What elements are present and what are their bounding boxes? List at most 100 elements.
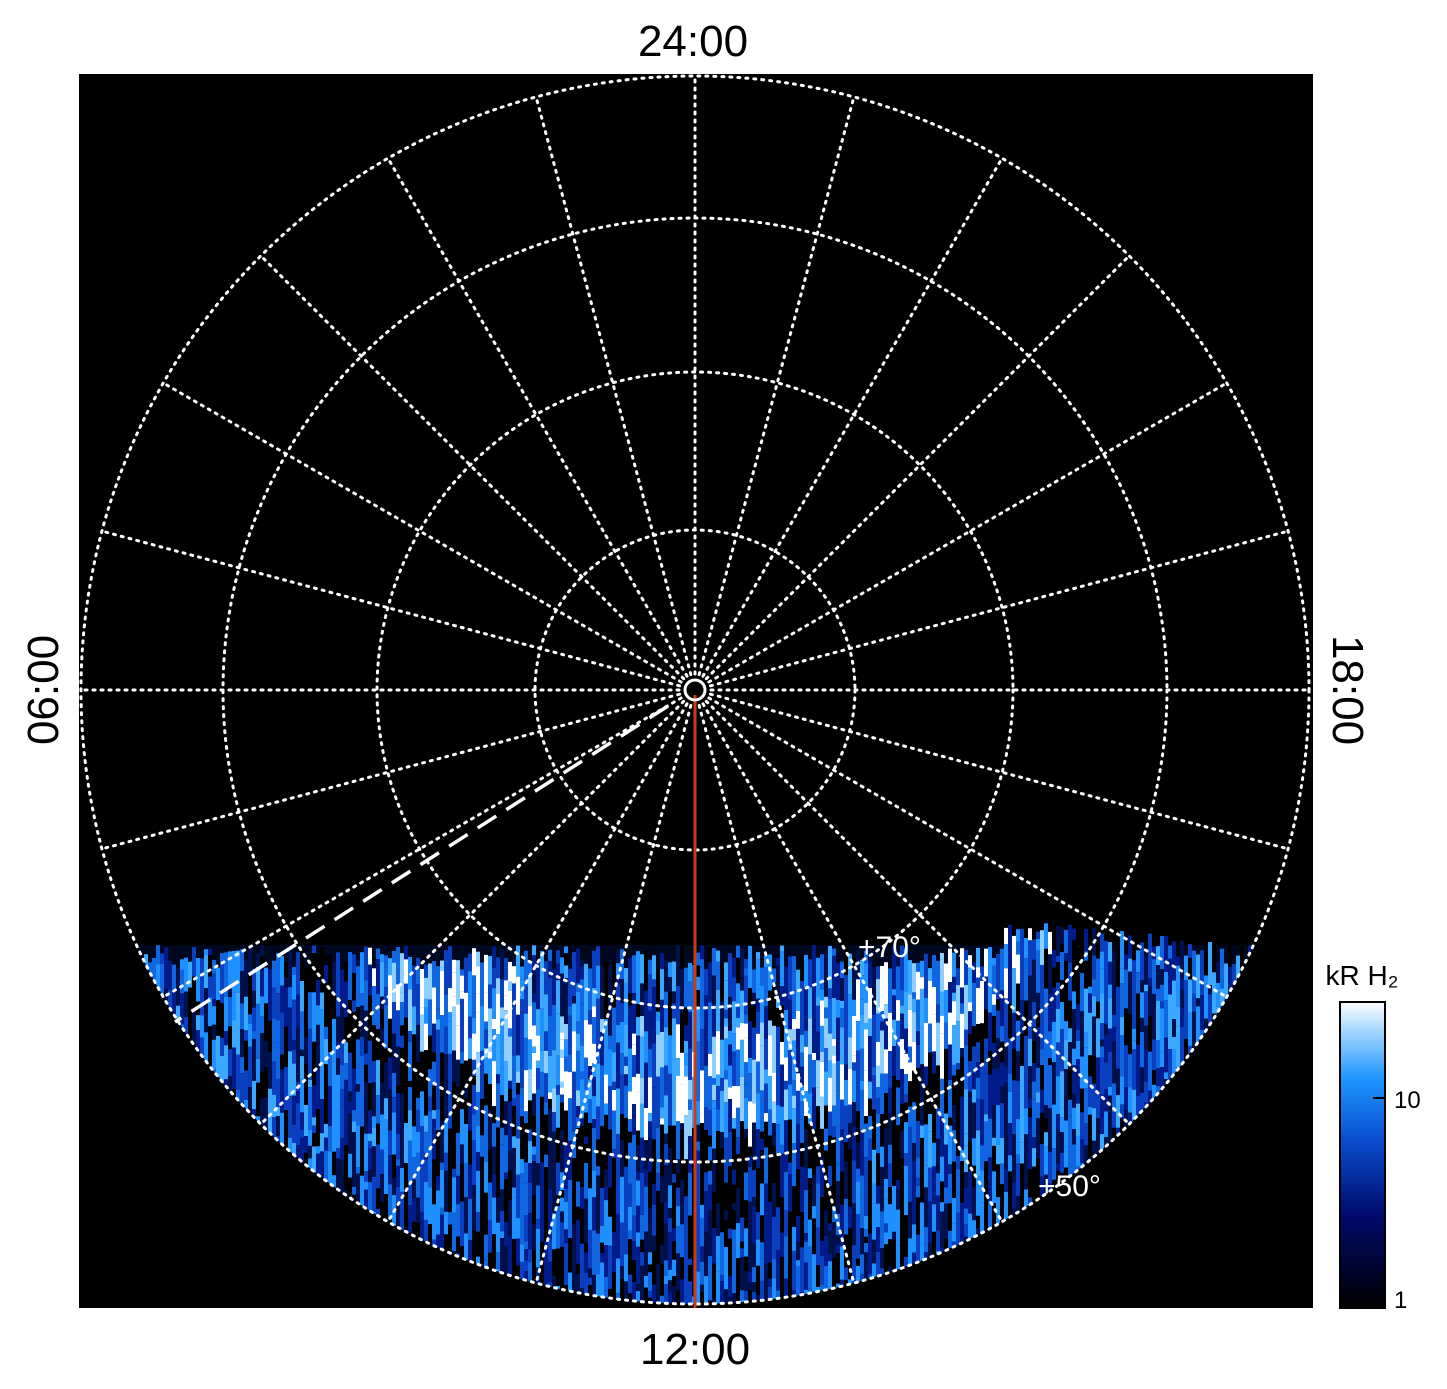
aurora-pixel <box>984 976 988 1010</box>
aurora-pixel <box>560 1039 564 1050</box>
aurora-pixel <box>468 1058 472 1105</box>
aurora-pixel <box>884 962 888 1005</box>
aurora-pixel <box>988 1051 992 1075</box>
aurora-pixel <box>840 1129 844 1160</box>
aurora-pixel <box>808 959 812 988</box>
aurora-pixel <box>560 1197 564 1212</box>
aurora-pixel <box>1084 1088 1088 1124</box>
aurora-pixel <box>388 1018 392 1058</box>
aurora-pixel <box>1100 1134 1104 1160</box>
aurora-pixel <box>1188 979 1192 1013</box>
aurora-pixel <box>704 969 708 996</box>
aurora-pixel <box>924 1085 928 1125</box>
aurora-pixel <box>1164 971 1168 1001</box>
aurora-pixel <box>536 963 540 980</box>
aurora-pixel <box>416 1131 420 1153</box>
aurora-pixel <box>824 951 828 997</box>
aurora-pixel <box>204 1009 208 1033</box>
aurora-pixel <box>544 994 548 1032</box>
aurora-pixel <box>820 1096 824 1129</box>
aurora-pixel <box>976 1024 980 1043</box>
aurora-pixel <box>636 1291 640 1304</box>
aurora-pixel <box>612 1052 616 1082</box>
aurora-pixel <box>816 1119 820 1147</box>
aurora-pixel <box>628 1142 632 1184</box>
label-top: 24:00 <box>638 17 748 66</box>
aurora-pixel <box>660 1107 664 1119</box>
aurora-pixel <box>952 1001 956 1025</box>
aurora-pixel <box>796 1242 800 1261</box>
aurora-pixel <box>764 1207 768 1224</box>
aurora-pixel <box>608 1245 612 1289</box>
aurora-pixel <box>628 1005 632 1049</box>
aurora-pixel <box>340 1307 344 1324</box>
aurora-pixel <box>660 1295 664 1304</box>
aurora-pixel <box>588 1277 592 1285</box>
aurora-pixel <box>500 1007 504 1019</box>
aurora-pixel <box>712 1084 716 1101</box>
aurora-pixel <box>1092 1016 1096 1057</box>
aurora-pixel <box>976 1062 980 1078</box>
aurora-pixel <box>512 1105 516 1137</box>
aurora-pixel <box>872 1014 876 1046</box>
aurora-pixel <box>1064 1069 1068 1105</box>
aurora-pixel <box>720 1090 724 1133</box>
aurora-pixel <box>1116 1068 1120 1096</box>
aurora-pixel <box>1080 1056 1084 1089</box>
aurora-pixel <box>772 1146 776 1183</box>
aurora-pixel <box>584 1144 588 1163</box>
aurora-pixel <box>832 1055 836 1064</box>
aurora-pixel <box>808 1093 812 1124</box>
aurora-pixel <box>500 1095 504 1128</box>
aurora-pixel <box>620 1140 624 1177</box>
aurora-pixel <box>736 1107 740 1138</box>
aurora-pixel <box>360 1175 364 1215</box>
aurora-pixel <box>964 1029 968 1046</box>
aurora-pixel <box>864 1306 868 1333</box>
aurora-pixel <box>1072 939 1076 958</box>
aurora-pixel <box>452 1168 456 1178</box>
aurora-pixel <box>864 1123 868 1158</box>
aurora-pixel <box>328 1126 332 1152</box>
aurora-pixel <box>548 1261 552 1283</box>
aurora-pixel <box>540 1050 544 1072</box>
aurora-pixel <box>340 1105 344 1139</box>
aurora-pixel <box>916 1031 920 1045</box>
aurora-pixel <box>900 945 904 990</box>
aurora-pixel <box>740 1076 744 1085</box>
aurora-pixel <box>200 958 204 978</box>
aurora-pixel <box>944 1144 948 1188</box>
aurora-pixel <box>384 1119 388 1149</box>
aurora-pixel <box>520 1043 524 1088</box>
aurora-pixel <box>440 1015 444 1043</box>
aurora-pixel <box>700 1070 704 1114</box>
aurora-pixel <box>876 1203 880 1228</box>
aurora-pixel <box>556 1085 560 1095</box>
aurora-pixel <box>856 979 860 1022</box>
aurora-pixel <box>820 1025 824 1034</box>
aurora-pixel <box>728 1166 732 1213</box>
aurora-pixel <box>652 1284 656 1304</box>
aurora-pixel <box>492 1029 496 1062</box>
aurora-pixel <box>540 1096 544 1138</box>
aurora-pixel <box>672 961 676 992</box>
aurora-pixel <box>544 1154 548 1167</box>
aurora-pixel <box>584 1198 588 1243</box>
aurora-pixel <box>780 1306 784 1344</box>
aurora-pixel <box>524 1241 528 1250</box>
aurora-pixel <box>756 1212 760 1240</box>
aurora-pixel <box>784 1057 788 1081</box>
aurora-pixel <box>600 1065 604 1091</box>
aurora-pixel <box>1152 994 1156 1040</box>
aurora-pixel <box>980 1023 984 1057</box>
aurora-pixel <box>352 1132 356 1151</box>
aurora-pixel <box>244 959 248 997</box>
aurora-pixel <box>992 1203 996 1249</box>
aurora-pixel <box>1096 1001 1100 1019</box>
aurora-pixel <box>1032 1063 1036 1082</box>
aurora-pixel <box>736 957 740 984</box>
aurora-pixel <box>1012 1048 1016 1081</box>
aurora-pixel <box>740 1257 744 1291</box>
aurora-pixel <box>668 1103 672 1126</box>
aurora-pixel <box>716 1271 720 1304</box>
